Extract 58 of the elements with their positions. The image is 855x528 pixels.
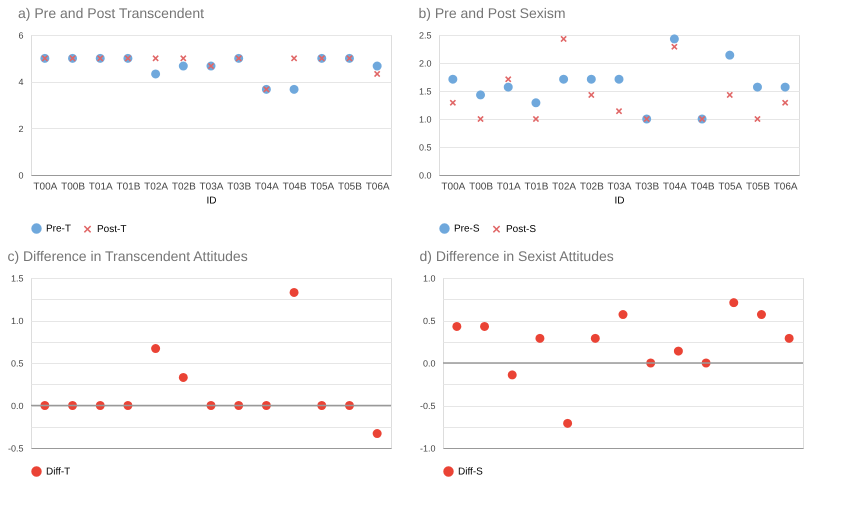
x-tick-label: T05A (718, 182, 743, 192)
x-tick-label: T00A (441, 182, 466, 192)
x-tick-label: T02A (144, 182, 168, 192)
y-tick-label: 0 (18, 170, 24, 180)
y-tick-label: 0.0 (422, 358, 436, 368)
x-tick-label: T00B (469, 182, 494, 192)
y-tick-label: 4 (18, 77, 24, 88)
y-tick-label: 1.0 (422, 274, 436, 284)
y-tick-label: 1.0 (10, 316, 24, 326)
legend-label: Pre-S (454, 224, 480, 235)
x-tick-label: T01A (88, 182, 114, 192)
x-tick-label: T05A (310, 182, 335, 192)
chart-title: c) Difference in Transcendent Attitudes (7, 248, 248, 264)
y-tick-label: 0.5 (418, 142, 432, 152)
chart-title: a) Pre and Post Transcendent (18, 5, 204, 21)
y-tick-label: 6 (18, 30, 24, 40)
y-tick-label: 0.5 (10, 358, 24, 368)
y-tick-label: 1.5 (418, 86, 432, 96)
x-tick-label: T06A (366, 182, 390, 192)
y-tick-label: 2 (18, 124, 24, 134)
x-tick-label: T03A (608, 182, 632, 192)
x-tick-label: T00B (61, 182, 86, 192)
x-tick-label: T04A (254, 182, 280, 192)
y-tick-label: 2.5 (418, 30, 432, 40)
x-tick-label: T06A (774, 182, 798, 192)
y-tick-label: 1.0 (418, 114, 432, 124)
x-tick-label: T00A (33, 182, 58, 192)
x-tick-label: T05B (746, 182, 770, 192)
chart-title: d) Difference in Sexist Attitudes (419, 248, 614, 264)
x-tick-label: T04B (282, 182, 307, 192)
x-tick-label: T03B (227, 182, 252, 192)
legend-label: Post-S (506, 224, 536, 236)
x-tick-label: T03A (200, 182, 224, 192)
x-tick-label: T04A (662, 182, 688, 192)
x-tick-label: T04B (690, 182, 715, 192)
y-tick-label: -0.5 (8, 444, 24, 454)
x-tick-label: T01B (524, 182, 549, 192)
x-tick-label: T01A (496, 182, 522, 192)
x-tick-label: T05B (338, 182, 362, 192)
x-axis-title: ID (206, 196, 216, 206)
legend-label: Diff-S (458, 466, 484, 478)
legend-label: Diff-T (46, 466, 70, 478)
y-tick-label: 1.5 (10, 274, 24, 284)
x-tick-label: T02A (552, 182, 576, 192)
y-tick-label: 0.0 (10, 401, 24, 411)
chart-title: b) Pre and Post Sexism (418, 5, 566, 21)
y-tick-label: 0.0 (418, 170, 432, 180)
x-tick-label: T03B (635, 182, 660, 192)
legend-label: Post-T (97, 224, 126, 236)
y-tick-label: 0.5 (422, 316, 436, 326)
legend-label: Pre-T (46, 224, 71, 235)
y-tick-label: -0.5 (420, 401, 436, 411)
x-axis-title: ID (614, 196, 624, 206)
y-tick-label: -1.0 (420, 444, 436, 454)
x-tick-label: T01B (116, 182, 141, 192)
x-tick-label: T02B (580, 182, 604, 192)
x-tick-label: T02B (172, 182, 196, 192)
y-tick-label: 2.0 (418, 58, 432, 68)
